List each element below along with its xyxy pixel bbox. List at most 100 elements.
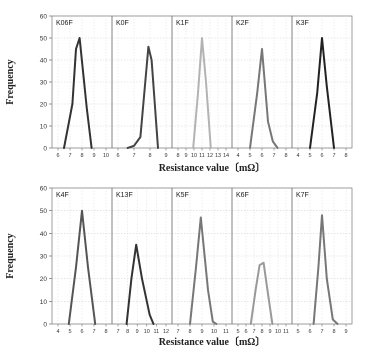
- panel-k0f: 6 7 8 9 K0F: [111, 15, 173, 159]
- x-tick-label: 4: [236, 153, 239, 159]
- x-tick-label: 6: [320, 153, 323, 159]
- y-tick-label: 50: [40, 208, 48, 215]
- x-tick-label: 10: [103, 153, 109, 159]
- x-tick-label: 7: [92, 329, 95, 335]
- x-tick-label: 10: [144, 329, 150, 335]
- x-axis-title: Resistance value〔mΩ〕: [159, 161, 266, 174]
- series-line: [125, 243, 155, 325]
- panel-k3f: 4 5 6 7 8 K3F: [291, 15, 353, 159]
- panel-k4f: 4 5 6 7 8 K4F: [51, 187, 113, 335]
- x-tick-label: 9: [164, 153, 167, 159]
- x-tick-label: 6: [116, 153, 119, 159]
- panel-label: K0F: [116, 20, 129, 27]
- panel-k1f: 8 9 10 11 12 13 14 K1F: [171, 15, 233, 159]
- x-tick-label: 12: [207, 153, 213, 159]
- x-tick-label: 7: [68, 153, 71, 159]
- x-tick-label: 11: [154, 329, 160, 335]
- x-tick-label: 6: [56, 153, 59, 159]
- series-line: [192, 37, 212, 149]
- x-tick-label: 11: [283, 329, 289, 335]
- x-tick-label: 5: [308, 153, 311, 159]
- x-tick-label: 9: [268, 329, 271, 335]
- y-tick-label: 0: [43, 322, 47, 329]
- panel-label: K2F: [236, 20, 249, 27]
- x-tick-label: 9: [344, 329, 347, 335]
- x-tick-label: 7: [320, 329, 323, 335]
- x-tick-label: 8: [80, 153, 83, 159]
- y-tick-label: 40: [40, 231, 48, 238]
- x-tick-label: 12: [163, 329, 169, 335]
- panel-label: K5F: [176, 192, 189, 199]
- x-tick-label: 8: [332, 329, 335, 335]
- x-tick-label: 7: [116, 329, 119, 335]
- x-tick-label: 7: [332, 153, 335, 159]
- x-tick-label: 6: [260, 153, 263, 159]
- y-tick-label: 20: [40, 102, 48, 109]
- series-line: [126, 45, 159, 149]
- x-tick-label: 9: [92, 153, 95, 159]
- x-tick-label: 7: [272, 153, 275, 159]
- y-tick-label: 40: [40, 58, 48, 65]
- series-line: [67, 209, 97, 325]
- x-tick-label: 8: [176, 153, 179, 159]
- panel-label: K1F: [176, 20, 189, 27]
- x-tick-label: 6: [244, 329, 247, 335]
- x-tick-label: 4: [296, 153, 299, 159]
- x-tick-label: 8: [148, 153, 151, 159]
- panel-k5f: 7 8 9 10 11 K5F: [171, 187, 233, 335]
- x-tick-label: 8: [126, 329, 129, 335]
- panel-k2f: 4 5 6 7 8 K2F: [231, 15, 293, 159]
- x-tick-label: 8: [188, 329, 191, 335]
- x-tick-label: 8: [260, 329, 263, 335]
- x-tick-label: 14: [223, 153, 229, 159]
- panel-label: K4F: [56, 192, 69, 199]
- panel-k06f: 6 7 8 9 10 K06F: [51, 15, 113, 159]
- x-tick-label: 10: [275, 329, 281, 335]
- x-tick-label: 7: [176, 329, 179, 335]
- x-tick-label: 10: [191, 153, 197, 159]
- x-tick-label: 6: [308, 329, 311, 335]
- x-tick-label: 7: [252, 329, 255, 335]
- x-tick-label: 5: [248, 153, 251, 159]
- panel-k13f: 7 8 9 10 11 12 K13F: [111, 187, 173, 335]
- x-tick-label: 8: [104, 329, 107, 335]
- x-tick-label: 5: [296, 329, 299, 335]
- x-tick-label: 9: [200, 329, 203, 335]
- series-line: [309, 37, 335, 149]
- x-tick-label: 13: [215, 153, 221, 159]
- y-axis-title: Frequency: [5, 59, 16, 104]
- x-tick-label: 8: [344, 153, 347, 159]
- x-tick-label: 7: [132, 153, 135, 159]
- y-tick-label: 10: [40, 124, 48, 131]
- panel-label: K13F: [116, 192, 133, 199]
- panel-label: K06F: [56, 20, 73, 27]
- series-line: [249, 48, 279, 149]
- x-tick-label: 6: [80, 329, 83, 335]
- y-tick-label: 60: [40, 14, 48, 21]
- y-axis-title: Frequency: [5, 233, 16, 278]
- series-line: [312, 214, 339, 325]
- x-tick-label: 11: [223, 329, 229, 335]
- panel-label: K6F: [236, 192, 249, 199]
- y-tick-label: 30: [40, 254, 48, 261]
- panel-label: K7F: [296, 192, 309, 199]
- panel-label: K3F: [296, 20, 309, 27]
- x-tick-label: 8: [284, 153, 287, 159]
- x-tick-label: 11: [199, 153, 205, 159]
- x-tick-label: 5: [236, 329, 239, 335]
- y-tick-label: 20: [40, 276, 48, 283]
- series-line: [249, 261, 274, 325]
- series-line: [189, 216, 218, 325]
- x-tick-label: 10: [211, 329, 217, 335]
- y-tick-label: 50: [40, 36, 48, 43]
- y-tick-label: 30: [40, 80, 48, 87]
- y-tick-label: 0: [43, 146, 47, 153]
- y-tick-label: 60: [40, 186, 48, 193]
- y-tick-label: 10: [40, 299, 48, 306]
- x-tick-label: 9: [184, 153, 187, 159]
- x-tick-label: 9: [136, 329, 139, 335]
- x-tick-label: 4: [56, 329, 59, 335]
